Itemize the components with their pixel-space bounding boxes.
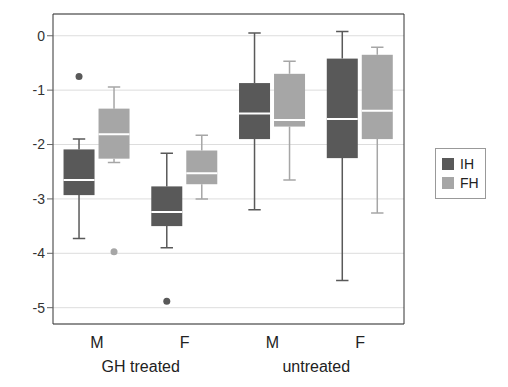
html-text:IH: IH <box>460 156 474 172</box>
html-text:FH: FH <box>460 175 479 191</box>
svg-text:M: M <box>266 334 279 351</box>
svg-text:F: F <box>355 334 365 351</box>
svg-text:-1: -1 <box>33 82 46 98</box>
svg-text:-4: -4 <box>33 245 46 261</box>
svg-text:-2: -2 <box>33 136 46 152</box>
svg-text:GH treated: GH treated <box>102 358 180 375</box>
svg-text:-5: -5 <box>33 300 46 316</box>
svg-text:M: M <box>90 334 103 351</box>
svg-text:F: F <box>180 334 190 351</box>
svg-text:0: 0 <box>37 28 45 44</box>
svg-text:untreated: untreated <box>282 358 350 375</box>
svg-text:-3: -3 <box>33 191 46 207</box>
